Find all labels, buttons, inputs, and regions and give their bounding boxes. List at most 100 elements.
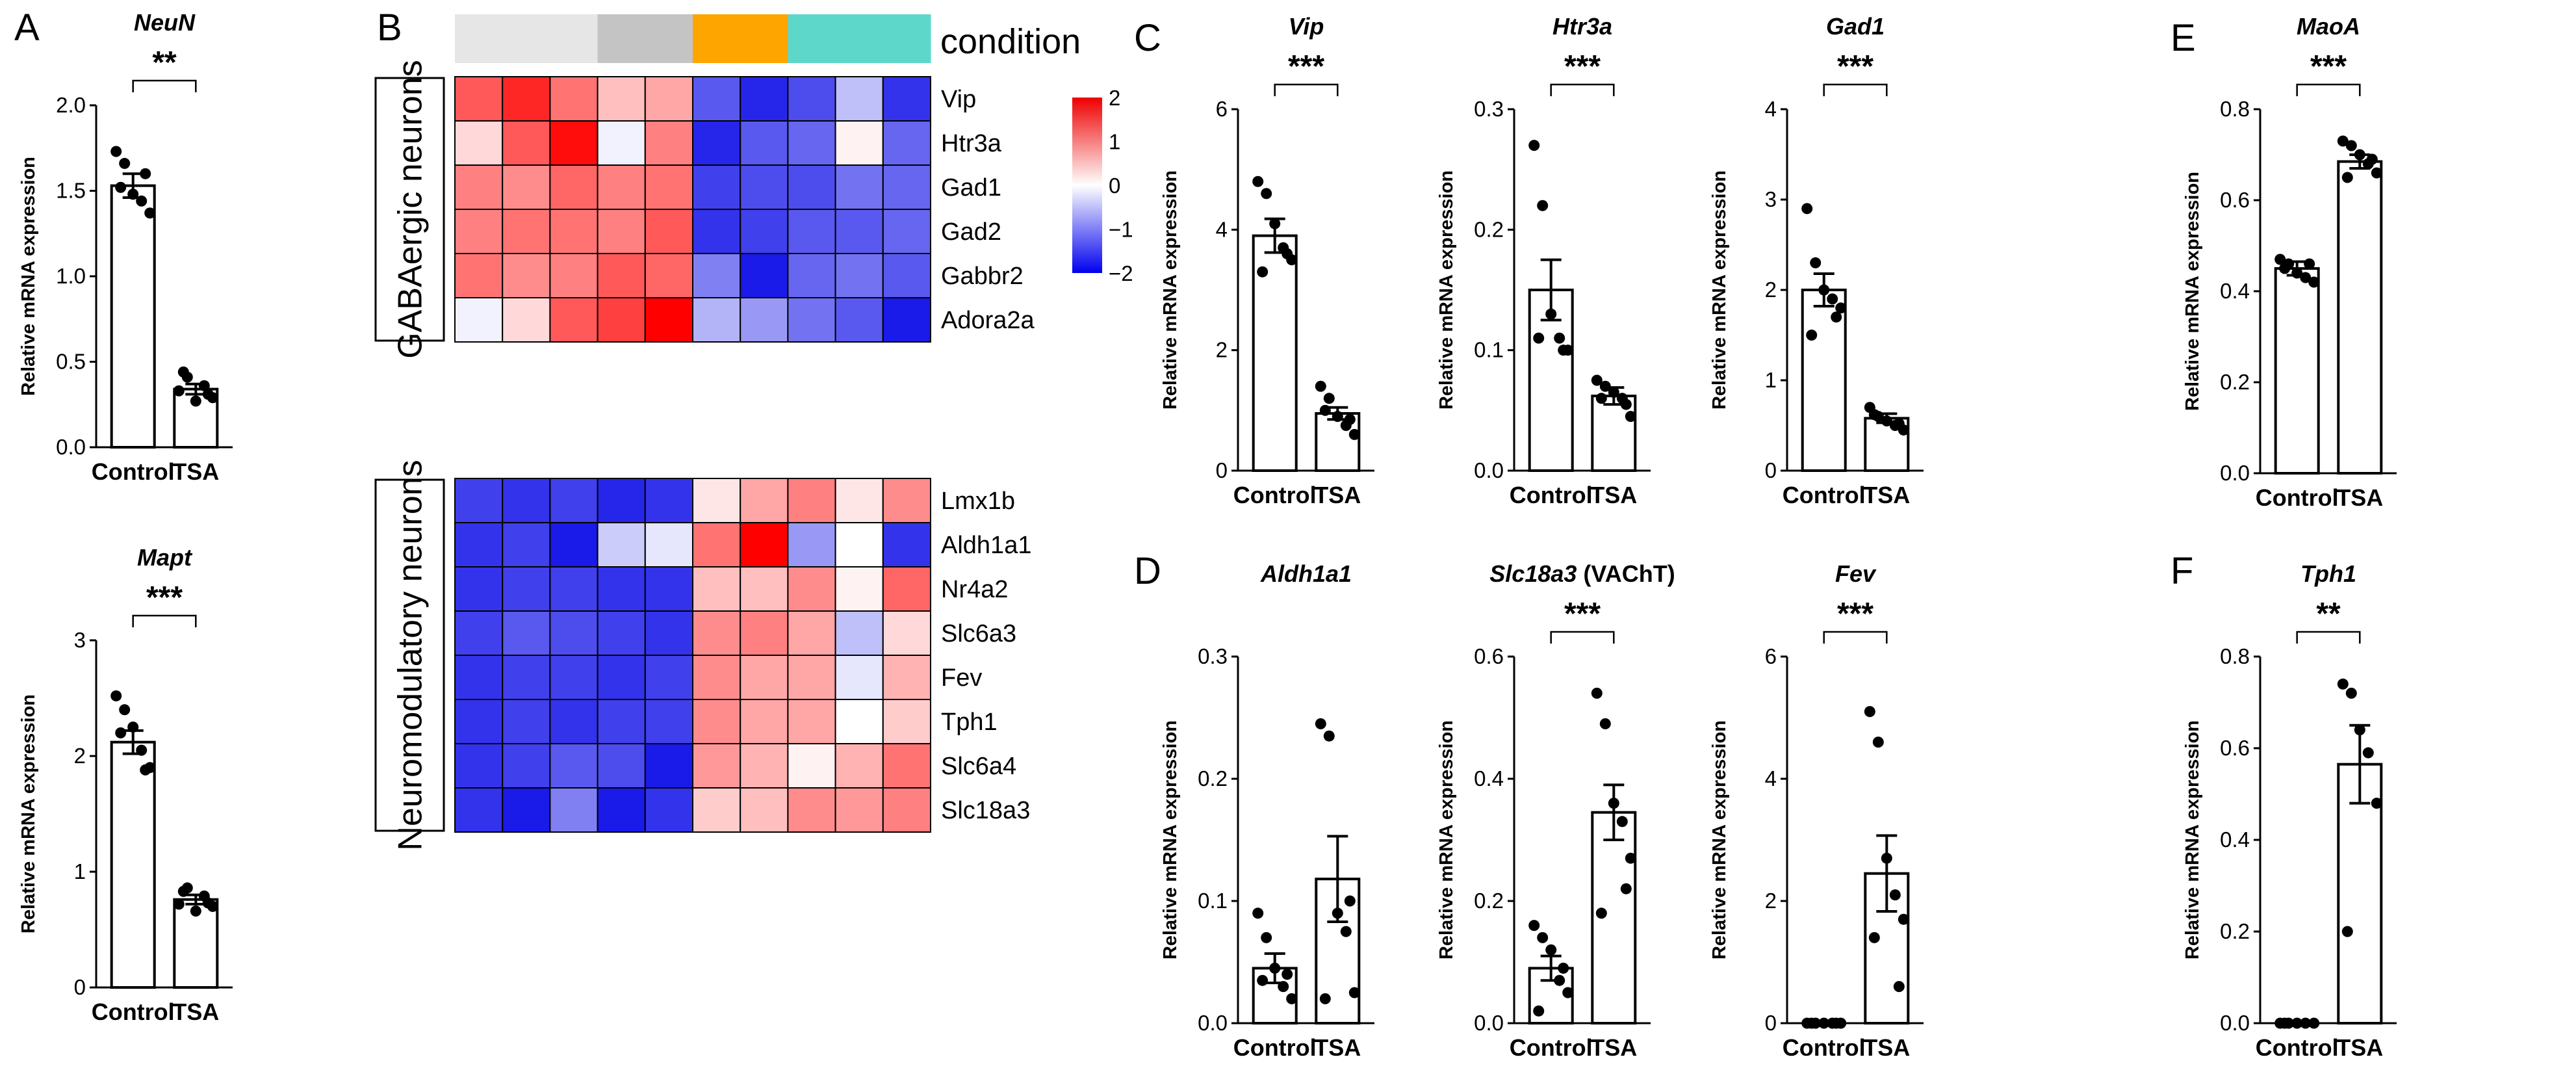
x-category-label: TSA [1314, 1034, 1361, 1061]
y-tick-label: 2 [1216, 338, 1228, 362]
heatmap-cell [882, 120, 932, 166]
data-point [1599, 718, 1611, 729]
heatmap-cell [644, 209, 693, 254]
data-point [1332, 411, 1343, 423]
data-point [1528, 920, 1540, 932]
group-label: GABAergic neurons [392, 60, 430, 359]
y-tick-label: 0.2 [1474, 889, 1504, 913]
data-point [1344, 413, 1356, 425]
condition-cell [740, 14, 788, 63]
heatmap-cell [740, 699, 789, 744]
heatmap-cell [454, 478, 504, 523]
data-point [1252, 176, 1264, 187]
data-point [110, 690, 122, 701]
heatmap-cell [692, 209, 741, 254]
chart-title: Htr3a [1552, 13, 1612, 40]
heatmap-cell [787, 120, 836, 166]
y-tick-label: 1.5 [56, 179, 86, 203]
row-label: Slc18a3 [941, 797, 1030, 824]
y-tick-label: 0.6 [2220, 736, 2250, 760]
row-label: Gad1 [941, 174, 1001, 202]
row-label: Aldh1a1 [941, 532, 1031, 559]
heatmap-cell [597, 522, 646, 568]
panel-label-b: B [377, 7, 402, 49]
heatmap-cell [692, 297, 741, 343]
heatmap-cell [834, 566, 884, 612]
x-category-label: Control [92, 458, 175, 485]
data-point [1545, 944, 1557, 956]
chart-title: Slc18a3 (VAChT) [1489, 560, 1675, 587]
heatmap-cell [549, 209, 599, 254]
x-category-label: Control [1783, 482, 1866, 508]
y-axis-label: Relative mRNA expression [1160, 720, 1181, 959]
data-point [1625, 411, 1636, 423]
y-tick-label: 4 [1765, 97, 1777, 121]
colorbar-tick-label: 0 [1109, 174, 1120, 198]
heatmap-cell [740, 120, 789, 166]
chart-title: Aldh1a1 [1260, 560, 1352, 587]
y-axis-label: Relative mRNA expression [18, 694, 39, 933]
heatmap-cell [740, 76, 789, 122]
condition-cell [455, 14, 503, 63]
heatmap-cell [454, 699, 504, 744]
panel-label-c: C [1134, 17, 1161, 59]
heatmap-cell [644, 566, 693, 612]
heatmap-cell [740, 522, 789, 568]
condition-cell [693, 14, 741, 63]
data-point [1591, 687, 1603, 699]
heatmap-cell [692, 478, 741, 523]
condition-cell [882, 14, 931, 63]
heatmap-cell [834, 787, 884, 833]
bar-chart-neun: 0.0 0.5 1.0 1.5 2.0 Relative mRNA expression N… [18, 9, 233, 485]
data-point [2300, 1017, 2312, 1029]
x-category-label: TSA [1590, 482, 1637, 508]
chart-title-gene: NeuN [134, 9, 196, 36]
heatmap-cell [454, 522, 504, 568]
x-category-label: TSA [1863, 1034, 1910, 1061]
significance-stars: *** [1564, 597, 1601, 631]
data-point [1835, 302, 1847, 314]
y-tick-label: 0 [74, 975, 86, 999]
data-point [1261, 188, 1272, 200]
significance-stars: *** [146, 581, 183, 615]
data-point [1537, 200, 1549, 211]
y-axis-label: Relative mRNA expression [1160, 170, 1181, 410]
heatmap-cell [549, 297, 599, 343]
heatmap-cell [644, 164, 693, 210]
significance-stars: ** [152, 46, 177, 80]
data-point [2341, 172, 2353, 183]
heatmap-cell [882, 253, 932, 298]
heatmap-cell [644, 120, 693, 166]
heatmap-cell [740, 164, 789, 210]
y-tick-label: 0.6 [2220, 188, 2250, 212]
heatmap-cell [549, 743, 599, 789]
heatmap-cell [502, 522, 551, 568]
significance-bracket [1550, 83, 1615, 96]
heatmap-cell [454, 164, 504, 210]
heatmap-cell [787, 699, 836, 744]
y-tick-label: 0.4 [1474, 766, 1504, 790]
row-label: Slc6a4 [941, 753, 1016, 780]
bar-chart-slc18a3: 0.0 0.2 0.4 0.6 Relative mRNA expression Slc1… [1436, 560, 1675, 1061]
data-point [2337, 678, 2349, 690]
data-point [1282, 248, 1293, 259]
panel-label-a: A [14, 7, 40, 49]
data-point [202, 897, 214, 909]
heatmap-cell [882, 699, 932, 744]
heatmap-cell [834, 743, 884, 789]
y-tick-label: 0 [1216, 458, 1228, 482]
y-tick-label: 0.8 [2220, 644, 2250, 668]
data-point [127, 722, 139, 733]
heatmap-cell [549, 610, 599, 656]
data-point [1332, 907, 1343, 919]
row-label: Vip [941, 86, 976, 113]
heatmap-cell [740, 478, 789, 523]
significance-bracket [1823, 631, 1888, 644]
data-point [2345, 687, 2357, 699]
x-category-label: Control [1783, 1034, 1866, 1061]
heatmap-cell [834, 297, 884, 343]
bar-control [110, 184, 156, 449]
heatmap-cell [502, 610, 551, 656]
y-tick-label: 3 [1765, 187, 1777, 211]
heatmap-cell [834, 699, 884, 744]
